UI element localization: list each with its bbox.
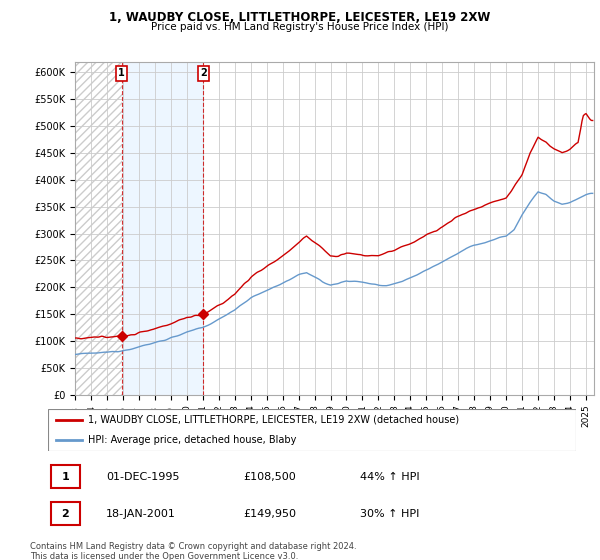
Text: 1, WAUDBY CLOSE, LITTLETHORPE, LEICESTER, LE19 2XW (detached house): 1, WAUDBY CLOSE, LITTLETHORPE, LEICESTER…: [88, 415, 459, 424]
Text: Price paid vs. HM Land Registry's House Price Index (HPI): Price paid vs. HM Land Registry's House …: [151, 22, 449, 32]
FancyBboxPatch shape: [50, 465, 80, 488]
Text: HPI: Average price, detached house, Blaby: HPI: Average price, detached house, Blab…: [88, 435, 296, 445]
Bar: [75, 62, 122, 395]
Bar: [122, 62, 203, 395]
Text: £149,950: £149,950: [244, 508, 296, 519]
Text: 44% ↑ HPI: 44% ↑ HPI: [359, 472, 419, 482]
Text: 1: 1: [62, 472, 69, 482]
FancyBboxPatch shape: [48, 409, 576, 451]
Text: 2: 2: [62, 508, 69, 519]
Text: 30% ↑ HPI: 30% ↑ HPI: [359, 508, 419, 519]
Text: £108,500: £108,500: [244, 472, 296, 482]
Text: 1: 1: [118, 68, 125, 78]
FancyBboxPatch shape: [50, 502, 80, 525]
Text: Contains HM Land Registry data © Crown copyright and database right 2024.
This d: Contains HM Land Registry data © Crown c…: [30, 542, 356, 560]
Text: 01-DEC-1995: 01-DEC-1995: [106, 472, 179, 482]
Text: 2: 2: [200, 68, 207, 78]
Text: 1, WAUDBY CLOSE, LITTLETHORPE, LEICESTER, LE19 2XW: 1, WAUDBY CLOSE, LITTLETHORPE, LEICESTER…: [109, 11, 491, 24]
Text: 18-JAN-2001: 18-JAN-2001: [106, 508, 176, 519]
